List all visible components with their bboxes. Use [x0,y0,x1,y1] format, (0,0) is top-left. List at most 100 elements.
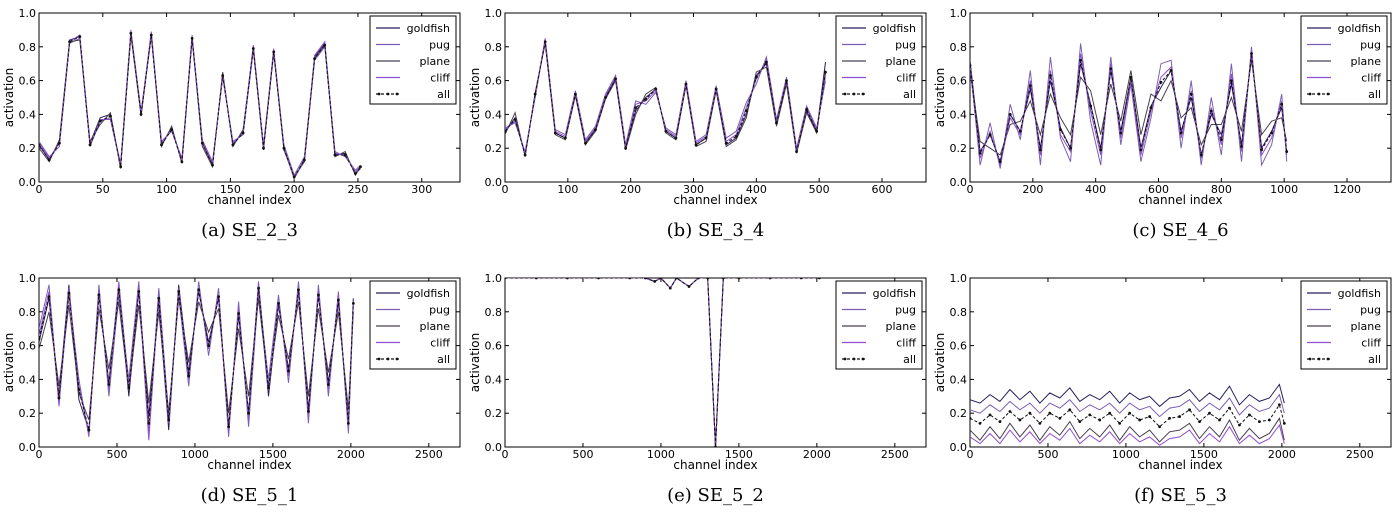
series-point-all [77,388,81,391]
series-point-all [107,383,111,386]
series-point-all [573,92,577,96]
x-tick-label: 300 [683,183,704,196]
series-point-all [724,141,728,145]
series-point-all [563,136,567,140]
legend-label-pug: pug [895,304,916,317]
series-point-all [170,128,174,132]
series-point-all [247,411,250,415]
subfigure-caption: (c) SE_4_6 [1132,220,1228,241]
legend-marker [843,357,847,361]
y-axis-label: activation [2,68,16,127]
series-point-all [714,445,717,447]
legend-label-cliff: cliff [1361,337,1381,350]
series-point-all [1267,418,1271,422]
series-point-all [1260,148,1263,152]
y-tick-label: 1.0 [950,7,968,20]
legend: goldfish pug plane cliff all [369,15,457,105]
series-point-all [39,143,41,147]
series-point-all [565,278,569,280]
series-point-all [1248,413,1251,417]
series-point-all [654,87,658,91]
legend-label-cliff: cliff [896,337,916,350]
y-tick-label: 0.2 [485,407,503,420]
series-point-all [1179,131,1183,135]
x-tick-label: 300 [411,183,432,196]
legend: goldfish pug plane cliff all [1300,15,1388,105]
series-point-all [624,146,628,150]
series-point-all [799,278,803,280]
legend-label-all: all [1368,88,1381,101]
series-point-all [137,290,141,293]
x-tick-label: 600 [872,183,893,196]
series-point-all [221,74,225,77]
legend-label-pug: pug [1360,39,1381,52]
x-tick-label: 200 [620,183,641,196]
series-point-all [817,278,821,280]
legend-label-pug: pug [895,39,916,52]
y-axis-label: activation [933,333,947,392]
series-point-all [1128,411,1132,415]
series-point-all [704,136,708,140]
legend-label-cliff: cliff [896,72,916,85]
legend-marker [395,92,399,96]
x-tick-label: 500 [106,448,127,461]
series-point-all [333,153,337,157]
chart-panel-5: 0.0 0.2 0.4 0.6 0.8 1.0 0 500 1000 1500 2000 2500 ch… [468,272,927,506]
x-tick-label: 800 [1211,183,1232,196]
legend-box [835,280,923,370]
chart-panel-4: 0.0 0.2 0.4 0.6 0.8 1.0 0 500 1000 1500 2000 2500 ch… [2,272,461,506]
y-tick-label: 0.8 [485,306,503,319]
series-point-all [47,158,51,162]
y-tick-label: 0.2 [950,407,968,420]
legend-label-goldfish: goldfish [873,287,916,300]
chart-panel-2: 0.0 0.2 0.4 0.6 0.8 1.0 0 100 200 300 400 500 600 cha… [468,7,927,241]
series-point-all [768,278,772,280]
series-point-all [1257,420,1261,424]
y-tick-label: 0.8 [19,306,37,319]
series-point-all [257,286,260,290]
y-tick-label: 0.8 [950,306,968,319]
series-point-all [604,96,607,99]
series-point-all [1178,415,1181,418]
series-point-all [988,133,992,137]
series-point-all [227,425,231,429]
series-point-all [180,160,184,164]
x-tick-label: 2500 [1346,448,1374,461]
series-point-all [628,278,632,280]
series-point-all [1285,150,1289,153]
series-point-all [326,383,330,386]
series-point-all [744,109,748,113]
series-point-all [211,163,214,167]
series-point-all [1228,406,1231,410]
legend-label-plane: plane [1350,320,1381,333]
series-point-all [1169,69,1173,72]
series-point-all [1079,58,1082,62]
series-line-plane [970,417,1285,443]
y-tick-label: 0.0 [950,176,968,189]
series-point-all [187,374,191,378]
series-point-all [39,337,41,341]
legend-marker [1317,357,1321,361]
series-point-all [1118,421,1122,425]
series-point-all [754,75,758,79]
series-point-all [282,146,286,150]
series-point-all [668,286,672,290]
series-point-all [157,296,161,300]
series-point-all [241,131,245,135]
legend-marker [852,357,856,361]
series-point-all [696,278,700,280]
x-tick-label: 1200 [1333,183,1361,196]
series-group [505,278,821,447]
series-point-all [1058,416,1062,420]
series-point-all [119,165,123,169]
x-tick-label: 2000 [803,448,831,461]
series-point-all [67,291,71,295]
series-point-all [359,165,362,169]
x-tick-label: 1000 [647,448,675,461]
series-point-all [998,420,1002,424]
chart-panel-1: 0.0 0.2 0.4 0.6 0.8 1.0 0 50 100 150 200 250 300 chan… [2,7,461,241]
legend-label-pug: pug [429,304,450,317]
series-point-all [1189,92,1193,96]
series-group [39,29,362,180]
series-point-all [764,60,768,64]
